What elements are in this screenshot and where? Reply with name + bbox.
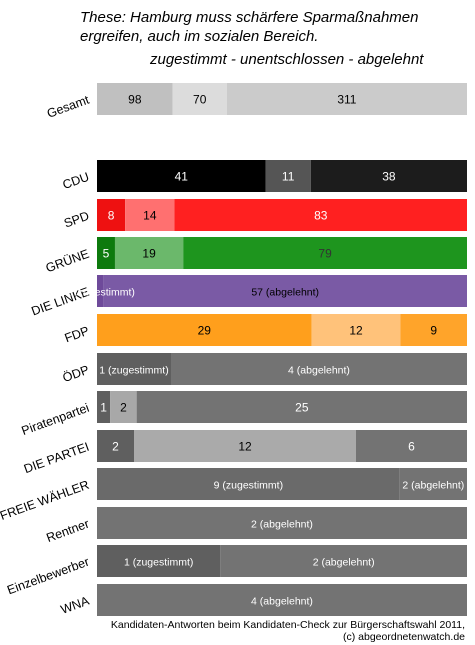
bar-value-label: 98 xyxy=(128,93,142,107)
bar-value-label: 5 xyxy=(103,247,110,261)
bar-value-label: 57 (abgelehnt) xyxy=(251,287,319,299)
bar-value-label: 19 xyxy=(142,247,156,261)
bar-value-label: 311 xyxy=(337,93,356,107)
bar-segment xyxy=(171,353,467,385)
bar-segment xyxy=(97,353,171,385)
bar-segment xyxy=(97,83,173,115)
bar-value-label: 38 xyxy=(382,170,396,184)
bar-segment xyxy=(114,237,184,269)
bar-segment xyxy=(174,199,467,231)
bar-value-label: 14 xyxy=(143,209,157,223)
bar-segment xyxy=(97,468,400,500)
bar-value-label: 9 xyxy=(430,324,437,338)
bar-value-label: 2 xyxy=(112,440,119,454)
bar-value-label: 6 xyxy=(408,440,415,454)
bar-value-label: 4 (abgelehnt) xyxy=(288,365,350,377)
bar-segment xyxy=(399,468,467,500)
bar-value-label: 29 xyxy=(198,324,212,338)
footer-line-1: Kandidaten-Antworten beim Kandidaten-Che… xyxy=(110,619,465,631)
party-label: FREIE WÄHLER xyxy=(0,478,91,523)
bar-segment xyxy=(125,199,175,231)
bar-value-label: 8 xyxy=(108,209,115,223)
bar-segment xyxy=(103,275,468,307)
bar-segment xyxy=(265,160,311,192)
legend-text: zugestimmt - unentschlossen - abgelehnt xyxy=(150,51,424,68)
bar-value-label: 12 xyxy=(349,324,363,338)
bar-value-label: 2 xyxy=(120,401,127,415)
party-label: DIE PARTEI xyxy=(22,440,91,477)
bar-segment xyxy=(97,430,134,462)
party-label: SPD xyxy=(62,209,91,231)
bar-value-label: 1 (zugestimmt) xyxy=(99,365,168,377)
bar-segment xyxy=(97,275,104,307)
bar-value-label: 41 xyxy=(175,170,189,184)
bar-segment xyxy=(311,314,401,346)
bar-segment xyxy=(310,160,467,192)
bar-segment xyxy=(226,83,467,115)
chart-title: These: Hamburg muss schärfere Sparmaßnah… xyxy=(80,9,419,45)
bar-value-label: 1 (zugestimmt) xyxy=(65,287,134,299)
party-label: ÖDP xyxy=(61,363,91,385)
bar-segment xyxy=(97,545,221,577)
bar-value-label: 79 xyxy=(318,247,332,261)
party-label: Gesamt xyxy=(45,92,91,120)
bar-segment xyxy=(97,199,126,231)
bar-value-label: 25 xyxy=(295,401,309,415)
bar-value-label: 2 (abgelehnt) xyxy=(402,480,464,492)
bar-value-label: 1 (zugestimmt) xyxy=(124,557,193,569)
bar-segment xyxy=(97,237,115,269)
bar-value-label: 9 (zugestimmt) xyxy=(214,480,283,492)
bar-segment xyxy=(97,314,312,346)
bar-value-label: 4 (abgelehnt) xyxy=(251,596,313,608)
bar-segment xyxy=(220,545,467,577)
bar-value-label: 2 (abgelehnt) xyxy=(313,557,375,569)
footer: Kandidaten-Antworten beim Kandidaten-Che… xyxy=(111,619,465,643)
party-label: Piratenpartei xyxy=(20,401,91,438)
bar-segment xyxy=(97,160,266,192)
bar-value-label: 1 xyxy=(100,401,107,415)
party-label: Einzelbewerber xyxy=(5,555,91,598)
bar-segment xyxy=(97,391,111,423)
bar-segment xyxy=(97,584,467,616)
bar-segment xyxy=(110,391,137,423)
bar-value-label: 12 xyxy=(238,440,252,454)
bar-segment xyxy=(136,391,467,423)
party-label: CDU xyxy=(61,170,91,192)
bar-segment xyxy=(400,314,467,346)
bar-value-label: 11 xyxy=(282,170,295,184)
party-label: GRÜNE xyxy=(44,247,91,276)
bar-segment xyxy=(172,83,227,115)
party-label: FDP xyxy=(63,324,91,346)
party-label: Rentner xyxy=(44,517,91,545)
bar-value-label: 2 (abgelehnt) xyxy=(251,519,313,531)
bar-segment xyxy=(97,507,467,539)
bar-segment xyxy=(183,237,467,269)
party-label: WNA xyxy=(59,593,92,616)
bar-value-label: 70 xyxy=(193,93,207,107)
footer-line-2: (c) abgeordnetenwatch.de xyxy=(343,631,465,643)
bar-segment xyxy=(356,430,467,462)
bar-segment xyxy=(134,430,356,462)
bar-value-label: 83 xyxy=(314,209,328,223)
